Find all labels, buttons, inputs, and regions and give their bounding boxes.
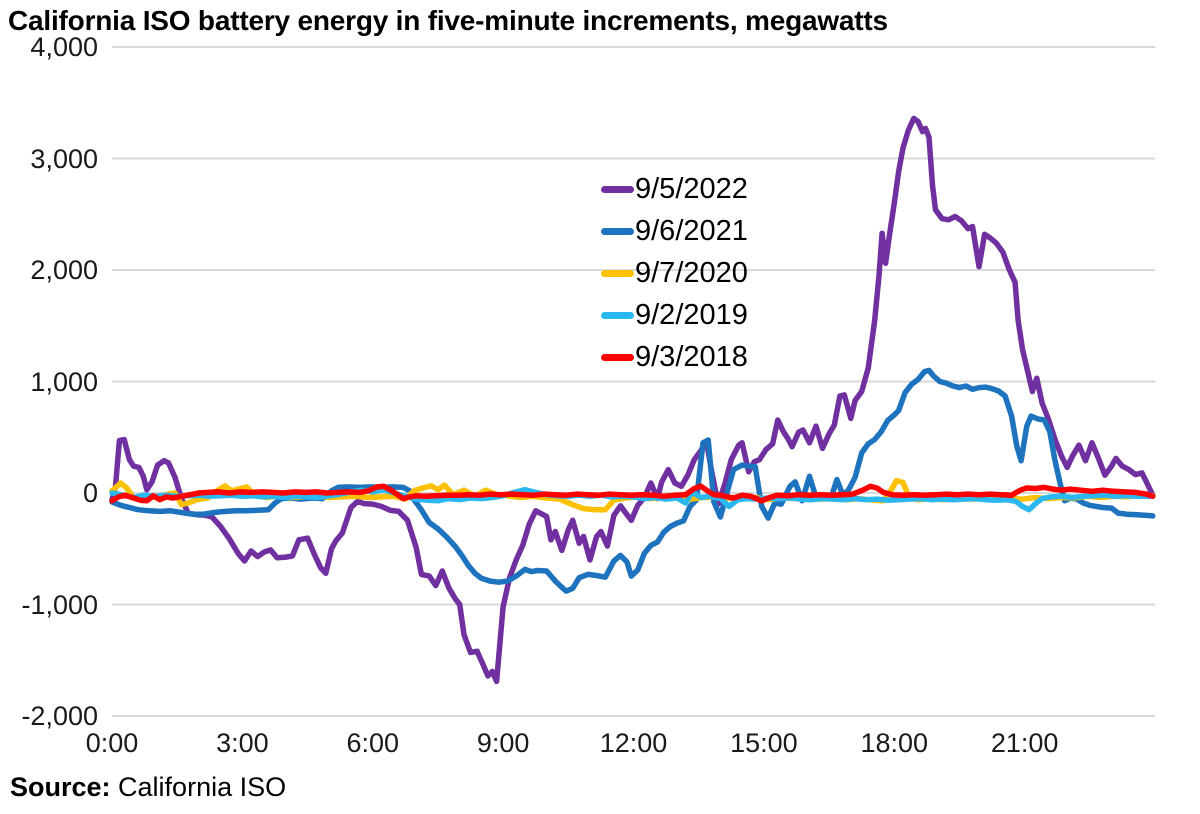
x-tick-label: 18:00 bbox=[860, 728, 929, 758]
y-tick-label: 4,000 bbox=[30, 32, 98, 62]
y-tick-label: 2,000 bbox=[30, 255, 98, 285]
y-tick-label: -1,000 bbox=[21, 589, 98, 620]
legend-swatch-2018-icon bbox=[601, 353, 634, 361]
source-label: Source: bbox=[10, 772, 111, 802]
y-tick-label: 3,000 bbox=[30, 143, 98, 174]
series-line-9/5/2022 bbox=[109, 115, 1156, 685]
y-tick-label: -2,000 bbox=[21, 701, 98, 731]
legend-item-2021: 9/6/2021 bbox=[601, 210, 748, 252]
legend-item-2019: 9/2/2019 bbox=[601, 294, 748, 336]
legend-swatch-2022-icon bbox=[601, 185, 634, 193]
legend-label: 9/5/2022 bbox=[635, 172, 748, 205]
legend-swatch-2020-icon bbox=[601, 269, 634, 277]
legend-label: 9/3/2018 bbox=[635, 340, 748, 373]
series-line-9/2/2019 bbox=[109, 486, 1154, 513]
x-tick-label: 6:00 bbox=[346, 728, 400, 758]
x-tick-label: 12:00 bbox=[599, 728, 668, 758]
legend-item-2020: 9/7/2020 bbox=[601, 252, 748, 294]
y-tick-label: 1,000 bbox=[30, 366, 98, 397]
source-value: California ISO bbox=[118, 772, 287, 802]
source-line: Source: California ISO bbox=[10, 772, 286, 803]
legend: 9/5/2022 9/6/2021 9/7/2020 9/2/2019 9/3/… bbox=[601, 168, 748, 378]
legend-swatch-2019-icon bbox=[601, 311, 634, 319]
chart-title: California ISO battery energy in five-mi… bbox=[8, 5, 888, 36]
legend-label: 9/6/2021 bbox=[635, 214, 748, 247]
x-tick-label: 9:00 bbox=[476, 728, 530, 758]
series-line-9/3/2018 bbox=[109, 483, 1156, 504]
x-tick-label: 3:00 bbox=[216, 728, 269, 758]
legend-label: 9/2/2019 bbox=[635, 298, 748, 331]
x-tick-label: 0:00 bbox=[85, 728, 139, 758]
legend-item-2018: 9/3/2018 bbox=[601, 336, 748, 378]
series-line-9/6/2021 bbox=[109, 367, 1156, 594]
legend-label: 9/7/2020 bbox=[635, 256, 748, 289]
legend-item-2022: 9/5/2022 bbox=[601, 168, 748, 210]
x-tick-label: 21:00 bbox=[990, 728, 1059, 758]
y-tick-label: 0 bbox=[82, 478, 98, 508]
x-tick-label: 15:00 bbox=[730, 728, 798, 758]
legend-swatch-2021-icon bbox=[601, 227, 634, 235]
